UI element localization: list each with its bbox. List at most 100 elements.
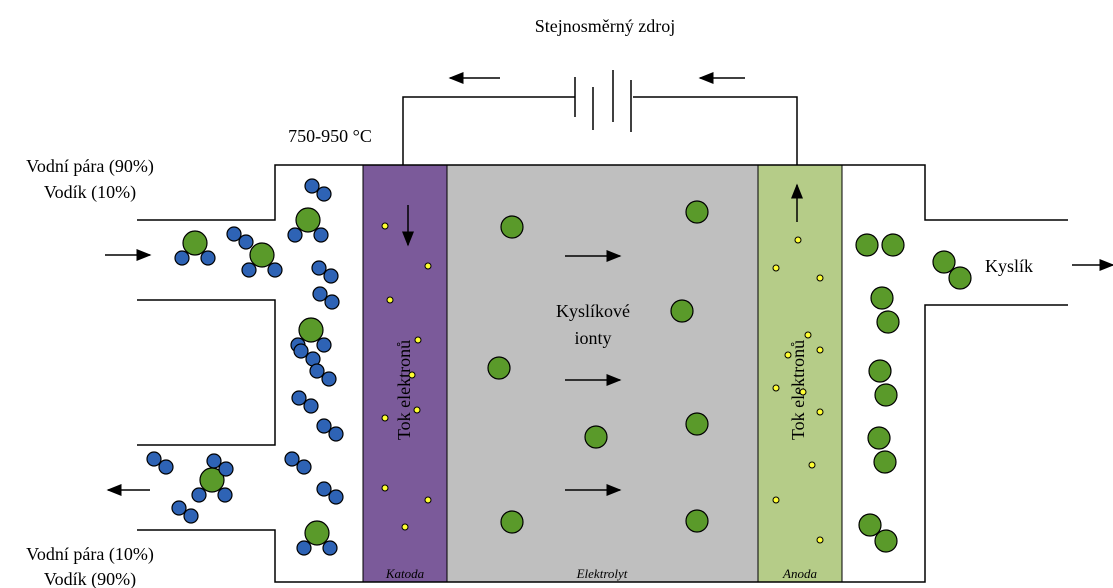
oxygen: [873, 450, 897, 474]
hydrogen: [191, 487, 207, 503]
outlet-label: Vodík (90%): [44, 569, 136, 588]
oxygen: [874, 529, 898, 553]
hydrogen: [284, 451, 300, 467]
oxygen: [881, 233, 905, 257]
hydrogen: [324, 294, 340, 310]
oxygen-ion: [685, 509, 709, 533]
hydrogen: [158, 459, 174, 475]
electron: [794, 236, 802, 244]
oxygen-ion: [487, 356, 511, 380]
electron: [772, 264, 780, 272]
layer-label: Katoda: [385, 566, 425, 581]
electron: [772, 384, 780, 392]
hydrogen: [309, 363, 325, 379]
hydrogen: [328, 489, 344, 505]
oxygen: [870, 286, 894, 310]
hydrogen: [291, 390, 307, 406]
hydrogen: [241, 262, 257, 278]
hydrogen: [296, 459, 312, 475]
hydrogen: [174, 250, 190, 266]
ions-label: Kyslíkové: [556, 301, 630, 321]
hydrogen: [293, 343, 309, 359]
oxygen: [298, 317, 324, 343]
temperature: 750-950 °C: [288, 126, 372, 146]
oxygen: [932, 250, 956, 274]
oxygen: [868, 359, 892, 383]
hydrogen: [316, 186, 332, 202]
battery: [574, 70, 632, 132]
electron: [424, 262, 432, 270]
electron: [381, 222, 389, 230]
ions-label: ionty: [574, 328, 611, 348]
oxygen-ion: [584, 425, 608, 449]
oxygen-ion: [685, 412, 709, 436]
electron: [784, 351, 792, 359]
electron: [772, 496, 780, 504]
oxygen-ion: [500, 510, 524, 534]
oxygen: [182, 230, 208, 256]
electron: [808, 461, 816, 469]
oxygen: [948, 266, 972, 290]
electron: [401, 523, 409, 531]
outlet-label: Vodní pára (10%): [26, 544, 154, 565]
electron: [816, 346, 824, 354]
hydrogen: [316, 418, 332, 434]
hydrogen: [296, 540, 312, 556]
hydrogen: [287, 227, 303, 243]
oxygen: [876, 310, 900, 334]
electron-flow: Tok elektronů: [394, 340, 414, 440]
hydrogen: [322, 540, 338, 556]
hydrogen: [217, 487, 233, 503]
layer-label: Elektrolyt: [576, 566, 628, 581]
inlet-label: Vodní pára (90%): [26, 156, 154, 177]
electron: [413, 406, 421, 414]
hydrogen: [313, 227, 329, 243]
inlet-label: Vodík (10%): [44, 182, 136, 203]
hydrogen: [316, 481, 332, 497]
electron: [408, 371, 416, 379]
electron: [804, 331, 812, 339]
electron: [799, 388, 807, 396]
oxygen: [855, 233, 879, 257]
oxygen: [304, 520, 330, 546]
product-label: Kyslík: [985, 256, 1033, 276]
wire: [402, 96, 798, 165]
source-label: Stejnosměrný zdroj: [535, 16, 675, 36]
hydrogen: [146, 451, 162, 467]
electron: [816, 536, 824, 544]
hydrogen: [311, 260, 327, 276]
hydrogen: [316, 337, 332, 353]
hydrogen: [218, 461, 234, 477]
hydrogen: [206, 453, 222, 469]
oxygen: [858, 513, 882, 537]
hydrogen: [200, 250, 216, 266]
oxygen-ion: [500, 215, 524, 239]
electron: [381, 484, 389, 492]
electron: [424, 496, 432, 504]
oxygen: [874, 383, 898, 407]
oxygen-ion: [685, 200, 709, 224]
electron: [816, 408, 824, 416]
electron: [386, 296, 394, 304]
electron: [414, 336, 422, 344]
hydrogen: [328, 426, 344, 442]
oxygen: [249, 242, 275, 268]
oxygen: [295, 207, 321, 233]
hydrogen: [321, 371, 337, 387]
hydrogen: [303, 398, 319, 414]
hydrogen: [171, 500, 187, 516]
cell-outline: [137, 164, 1068, 583]
oxygen-ion: [670, 299, 694, 323]
electron: [381, 414, 389, 422]
electron-flow: Tok elektronů: [788, 340, 808, 440]
hydrogen: [267, 262, 283, 278]
oxygen: [867, 426, 891, 450]
electron: [816, 274, 824, 282]
hydrogen: [312, 286, 328, 302]
hydrogen: [238, 234, 254, 250]
layer-label: Anoda: [782, 566, 817, 581]
hydrogen: [304, 178, 320, 194]
hydrogen: [226, 226, 242, 242]
hydrogen: [183, 508, 199, 524]
